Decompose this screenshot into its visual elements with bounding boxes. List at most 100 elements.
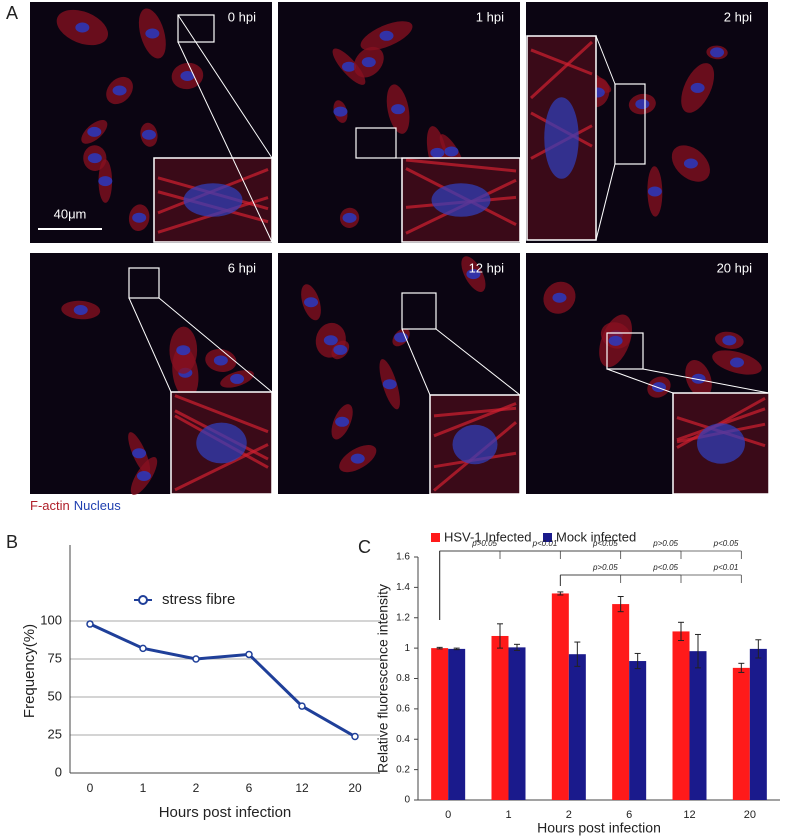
zoom-line <box>595 163 616 241</box>
y-tick-label: 0 <box>55 764 62 779</box>
p-value: p<0.01 <box>532 539 558 548</box>
nucleus <box>608 335 623 346</box>
zoom-line <box>177 41 273 243</box>
time-label: 6 hpi <box>228 260 256 275</box>
x-tick-label: 6 <box>246 781 253 795</box>
y-tick-label: 75 <box>48 650 62 665</box>
nucleus <box>382 379 397 390</box>
nucleus <box>323 335 338 346</box>
y-tick-label: 1.2 <box>396 612 410 623</box>
nucleus <box>444 146 459 157</box>
point <box>245 650 253 659</box>
point <box>86 620 94 628</box>
nucleus <box>430 147 445 158</box>
legend-swatch <box>543 533 552 542</box>
nucleus <box>647 186 662 197</box>
point <box>298 702 306 710</box>
error-bar <box>755 639 762 659</box>
x-tick-label: 12 <box>295 781 309 795</box>
actin-fibre <box>530 48 593 76</box>
time-label: 20 hpi <box>717 260 753 275</box>
zoom-box <box>401 292 437 330</box>
nucleus <box>379 30 394 41</box>
error-bar <box>617 595 624 613</box>
nucleus <box>544 97 579 179</box>
nucleus <box>196 422 247 464</box>
x-tick-label: 12 <box>683 809 695 821</box>
error-bar <box>514 643 520 651</box>
p-value: p<0.05 <box>713 539 739 548</box>
x-tick-label: 1 <box>140 781 147 795</box>
nucleus <box>697 423 745 464</box>
bar <box>448 648 466 800</box>
y-tick-label: 1 <box>404 643 410 654</box>
nucleus <box>176 345 191 356</box>
panel-label: A <box>6 3 18 23</box>
bar <box>491 635 509 800</box>
nucleus <box>132 448 147 459</box>
zoom-line <box>642 368 770 394</box>
actin-fibre <box>405 158 517 173</box>
y-tick-label: 25 <box>48 726 62 741</box>
scale-bar-label: 40μm <box>54 206 87 221</box>
nucleus <box>333 106 348 117</box>
p-value: p>0.05 <box>471 539 497 548</box>
inset-frame <box>672 392 770 495</box>
actin-fibre <box>174 394 269 434</box>
legend-label: Mock infected <box>556 529 636 544</box>
inset-frame <box>170 391 273 495</box>
nucleus <box>391 104 406 115</box>
nucleus <box>112 85 127 96</box>
legend-swatch <box>431 533 440 542</box>
x-tick-label: 2 <box>193 781 200 795</box>
inset-frame <box>153 157 273 243</box>
y-tick-label: 1.4 <box>396 582 410 593</box>
p-value: p<0.05 <box>652 563 678 572</box>
error-bar <box>678 621 684 642</box>
p-value: p>0.05 <box>592 563 618 572</box>
nucleus <box>730 357 745 368</box>
stain-label: F-actin <box>30 498 70 513</box>
error-bar <box>436 646 443 650</box>
bar <box>749 648 767 800</box>
zoom-box <box>128 267 160 299</box>
y-axis-title: Relative fluorescence intensity <box>375 584 391 773</box>
nucleus <box>230 373 245 384</box>
x-tick-label: 20 <box>348 781 362 795</box>
nucleus <box>145 28 160 39</box>
p-value: p<0.05 <box>592 539 618 548</box>
zoom-box <box>614 83 646 165</box>
error-bar <box>695 633 701 669</box>
nucleus <box>431 183 491 217</box>
point <box>351 732 359 741</box>
zoom-line <box>435 328 521 396</box>
p-value: p<0.01 <box>713 563 739 572</box>
y-tick-label: 0.8 <box>396 673 410 684</box>
x-tick-label: 0 <box>87 781 94 795</box>
series-line <box>89 622 356 738</box>
x-axis-title: Hours post infection <box>159 804 292 821</box>
nucleus <box>136 471 151 482</box>
x-tick-label: 2 <box>566 809 572 821</box>
nucleus <box>75 22 90 33</box>
nucleus <box>710 47 725 58</box>
y-tick-label: 50 <box>48 688 62 703</box>
nucleus <box>87 126 102 137</box>
y-axis-title: Frequency(%) <box>21 624 38 718</box>
point <box>192 655 200 663</box>
nucleus <box>180 70 195 81</box>
panel-label: B <box>6 532 18 552</box>
bar <box>689 651 707 800</box>
nucleus <box>335 416 350 427</box>
nucleus <box>342 212 357 223</box>
error-bar <box>634 652 641 670</box>
stain-label: Nucleus <box>74 498 121 513</box>
stain-legend: F-actin Nucleus <box>30 498 121 513</box>
nucleus <box>132 212 147 223</box>
nucleus <box>452 424 498 465</box>
nucleus <box>341 61 356 72</box>
legend-label: stress fibre <box>162 591 235 608</box>
x-axis-title: Hours post infection <box>537 820 661 836</box>
y-tick-label: 1.6 <box>396 552 410 563</box>
